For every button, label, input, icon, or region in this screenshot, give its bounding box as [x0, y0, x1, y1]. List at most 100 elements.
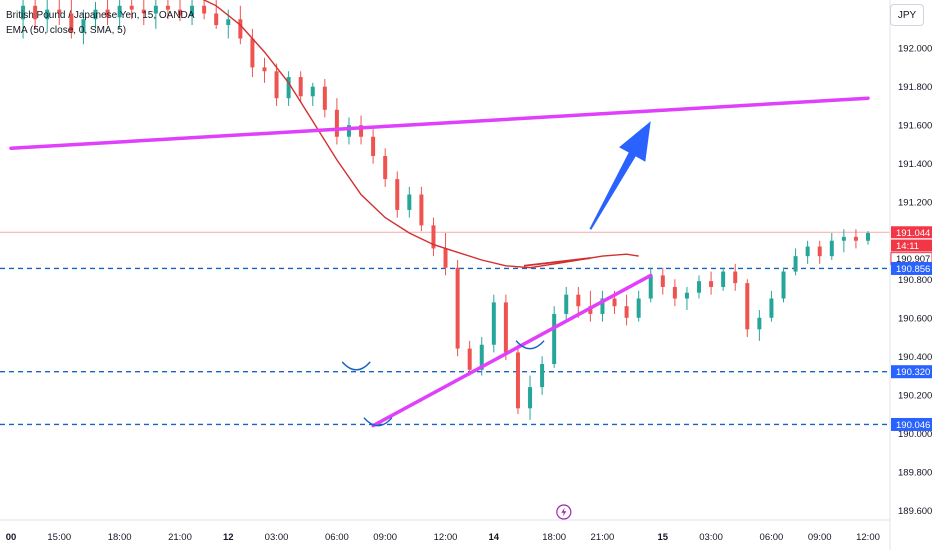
candle [528, 375, 533, 420]
candle-body [600, 298, 605, 314]
candle-body [81, 19, 86, 33]
candle-body [407, 194, 412, 210]
candle-body [805, 246, 810, 257]
candle [262, 57, 267, 83]
candle-body [310, 86, 315, 97]
candle-body [165, 5, 170, 10]
candle [684, 286, 689, 311]
candle [515, 344, 520, 415]
chart-legend: British Pound / Japanese Yen, 15, OANDA … [6, 8, 194, 38]
candle-body [250, 38, 255, 68]
candle [552, 306, 557, 368]
candle [69, 0, 74, 39]
candle-body [298, 77, 303, 97]
candle-body [214, 13, 219, 26]
x-tick-label: 12 [223, 532, 234, 543]
candle-body [576, 294, 581, 307]
candle [81, 9, 86, 45]
candle [177, 0, 182, 22]
candle-body [793, 256, 798, 272]
candle [322, 78, 327, 118]
candle-body [455, 267, 460, 349]
candle [467, 340, 472, 376]
candle-body [57, 9, 62, 14]
candle [33, 0, 38, 29]
price-tag-bg [891, 226, 932, 239]
candle [660, 267, 665, 295]
candle-body [660, 275, 665, 287]
candle [455, 260, 460, 357]
candle-body [431, 225, 436, 249]
price-tag: 190.046 [891, 417, 932, 431]
candle-body [177, 9, 182, 16]
candle-body [624, 306, 629, 318]
candle [129, 0, 134, 20]
candle-body [226, 19, 231, 26]
candle [153, 0, 158, 29]
candle [697, 275, 702, 299]
candle-body [853, 236, 858, 241]
candle-body [359, 125, 364, 137]
candle-body [781, 271, 786, 299]
candle [286, 71, 291, 106]
candle [310, 82, 315, 106]
candle-body [202, 5, 207, 14]
price-tag-bg [891, 261, 932, 275]
candle [672, 279, 677, 307]
price-tag: 191.044 [891, 226, 932, 239]
candle [853, 229, 858, 249]
candle [648, 267, 653, 303]
candle [503, 294, 508, 361]
candle-body [322, 86, 327, 110]
candle-body [564, 294, 569, 314]
candle [721, 267, 726, 291]
candle [733, 263, 738, 291]
candle-body [190, 5, 195, 16]
candle-body [129, 5, 134, 10]
candle [431, 217, 436, 257]
candle [21, 0, 26, 39]
price-tag-bg [891, 417, 932, 431]
x-tick-label: 21:00 [591, 532, 615, 543]
candle-body [503, 302, 508, 353]
candle [769, 290, 774, 322]
candle-body [467, 348, 472, 370]
candle [93, 1, 98, 29]
currency-selector[interactable]: JPY [890, 4, 924, 26]
candle [491, 294, 496, 353]
candle [636, 290, 641, 322]
candle-body [721, 271, 726, 287]
y-tick-label: 190.400 [898, 352, 932, 363]
candle-body [383, 156, 388, 180]
candle-body [540, 364, 545, 388]
candle-body [515, 352, 520, 409]
x-tick-label: 12:00 [434, 532, 458, 543]
candle [190, 0, 195, 26]
x-tick-label: 09:00 [808, 532, 832, 543]
candle-body [238, 19, 243, 39]
price-tag-bg [891, 239, 932, 252]
candle [226, 9, 231, 39]
candle-body [274, 71, 279, 99]
candle [479, 337, 484, 376]
candle-body [769, 298, 774, 318]
price-tag-label: 191.044 [896, 228, 930, 239]
candle [214, 0, 219, 29]
candle [757, 310, 762, 341]
candle-body [829, 240, 834, 257]
y-tick-label: 189.800 [898, 467, 932, 478]
candle [624, 294, 629, 326]
price-tag-label: 190.856 [896, 264, 930, 275]
price-tag: 190.856 [891, 261, 932, 275]
y-tick-label: 190.600 [898, 313, 932, 324]
y-tick-label: 191.400 [898, 159, 932, 170]
candle [443, 233, 448, 276]
y-tick-label: 190.000 [898, 429, 932, 440]
candle [45, 0, 50, 33]
candle [817, 240, 822, 264]
candle-body [105, 9, 110, 18]
trendline [371, 273, 653, 428]
candle-body [262, 67, 267, 72]
